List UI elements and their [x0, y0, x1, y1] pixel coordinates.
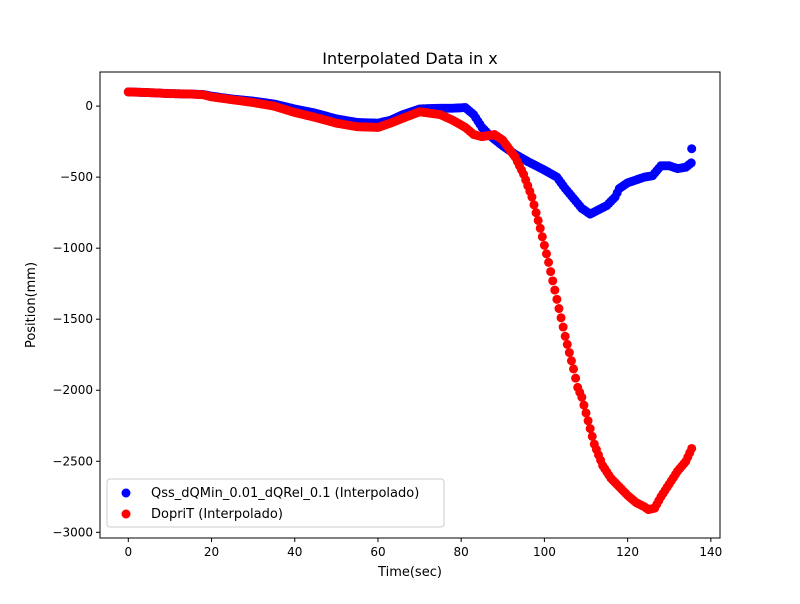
x-tick-label: 60: [370, 545, 385, 559]
data-point: [537, 232, 547, 242]
data-point: [531, 208, 541, 218]
data-point: [569, 364, 579, 374]
y-tick-label: −500: [60, 170, 93, 184]
legend-label-dopri: DopriT (Interpolado): [151, 507, 283, 522]
x-tick-label: 120: [616, 545, 639, 559]
data-point: [527, 192, 537, 202]
data-point: [541, 249, 551, 259]
legend-marker-qss: [121, 488, 131, 498]
data-point: [554, 304, 564, 314]
x-tick-label: 20: [204, 545, 219, 559]
data-point: [535, 223, 545, 233]
data-point: [548, 276, 558, 286]
series-0: [123, 87, 697, 219]
data-point: [583, 416, 593, 426]
data-point: [562, 339, 572, 349]
data-point: [581, 408, 591, 418]
data-point: [577, 392, 587, 402]
data-point: [566, 356, 576, 366]
data-point: [686, 158, 696, 168]
data-point: [533, 215, 543, 225]
x-tick-label: 0: [124, 545, 132, 559]
legend: Qss_dQMin_0.01_dQRel_0.1 (Interpolado) D…: [106, 478, 445, 528]
y-tick-label: −2500: [52, 454, 93, 468]
legend-label-qss: Qss_dQMin_0.01_dQRel_0.1 (Interpolado): [151, 486, 419, 501]
plot-frame: [99, 71, 721, 539]
y-tick-label: 0: [85, 99, 93, 113]
x-axis-label: Time(sec): [377, 565, 442, 580]
data-point: [564, 348, 574, 358]
data-point: [529, 200, 539, 210]
data-point: [552, 294, 562, 304]
data-point: [560, 331, 570, 341]
series-layer: [123, 87, 697, 515]
data-point: [587, 431, 597, 441]
x-ticks: 0 20 40 60 80 100 120 140: [124, 538, 722, 559]
y-axis-label: Position(mm): [24, 262, 39, 348]
x-tick-label: 40: [287, 545, 302, 559]
data-point: [585, 424, 595, 434]
data-point: [556, 313, 566, 323]
data-point: [579, 400, 589, 410]
data-point: [550, 285, 560, 295]
legend-box: [106, 478, 445, 528]
series-1: [123, 87, 697, 515]
x-tick-label: 80: [454, 545, 469, 559]
y-ticks: 0 −500 −1000 −1500 −2000 −2500 −3000: [52, 99, 100, 539]
y-tick-label: −2000: [52, 383, 93, 397]
data-point: [539, 240, 549, 250]
y-tick-label: −1000: [52, 241, 93, 255]
data-point: [558, 322, 568, 332]
data-point: [571, 373, 581, 383]
legend-marker-dopri: [121, 509, 131, 519]
x-tick-label: 100: [533, 545, 556, 559]
y-tick-label: −1500: [52, 312, 93, 326]
data-point: [544, 257, 554, 267]
data-point: [687, 144, 697, 154]
data-point: [546, 267, 556, 277]
y-tick-label: −3000: [52, 525, 93, 539]
chart-title: Interpolated Data in x: [322, 49, 498, 68]
x-tick-label: 140: [699, 545, 722, 559]
data-point: [687, 443, 697, 453]
